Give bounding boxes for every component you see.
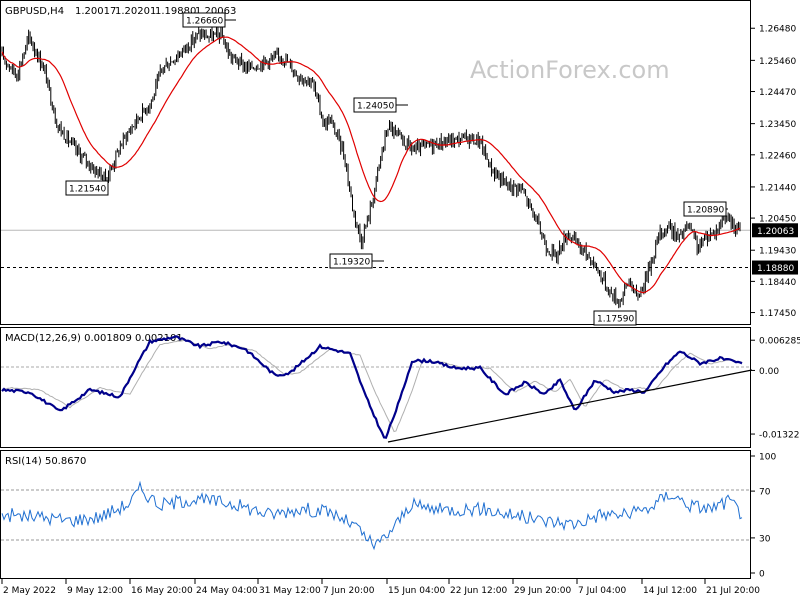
- watermark: ActionForex.com: [470, 56, 670, 84]
- rsi-tick-label: 100: [759, 453, 776, 463]
- annotation-box: [329, 253, 373, 269]
- moving-average-line: [1, 36, 741, 294]
- ohlc-low: 1.19880: [155, 6, 196, 17]
- ohlc-open: 1.20017: [75, 6, 116, 17]
- rsi-panel-title: RSI(14) 50.8670: [5, 456, 86, 467]
- price-tick-label: 1.26480: [759, 25, 796, 35]
- rsi-panel: [0, 450, 751, 579]
- current-price-tag: 1.20063: [757, 227, 794, 237]
- annotation-label: 1.20890: [687, 206, 724, 216]
- price-tick-label: 1.20450: [759, 215, 796, 225]
- annotation-label: 1.19320: [333, 258, 370, 268]
- price-panel: [0, 0, 751, 325]
- time-tick-label: 7 Jul 04:00: [578, 586, 627, 596]
- current-price-tag-box: [752, 223, 798, 238]
- rsi-tick-label: 0: [759, 570, 765, 580]
- price-tick-label: 1.21440: [759, 183, 796, 193]
- price-tags: 1.20063 1.18880: [752, 223, 798, 275]
- rsi-tick-label: 70: [759, 488, 771, 498]
- macd-tick-label: 0.006285: [759, 337, 800, 347]
- price-tick-label: 1.22460: [759, 151, 796, 161]
- macd-trendline: [387, 369, 753, 443]
- annotation-label: 1.26660: [186, 17, 223, 27]
- annotation-label: 1.17590: [597, 315, 634, 325]
- annotation-label: 1.21540: [69, 185, 106, 195]
- price-bars: [1, 23, 741, 309]
- price-tick-label: 1.17450: [759, 309, 796, 319]
- annotation-box: [65, 180, 109, 196]
- time-tick-label: 24 May 04:00: [196, 586, 258, 596]
- time-tick-label: 16 May 20:00: [131, 586, 193, 596]
- time-tick-label: 29 Jun 20:00: [514, 586, 571, 596]
- price-annotations: 1.26660 1.21540 1.24050 1.19320 1.20890 1.175…: [65, 12, 728, 326]
- price-panel-title: GBPUSD,H4: [5, 6, 64, 17]
- price-axis: 1.26480 1.25460 1.24470 1.23450 1.22460 1.214…: [750, 25, 796, 319]
- time-tick-label: 22 Jun 12:00: [450, 586, 507, 596]
- support-level-tag: 1.18880: [757, 264, 794, 274]
- annotation-box: [353, 97, 397, 113]
- annotation-box: [593, 310, 637, 326]
- price-tick-label: 1.24470: [759, 88, 796, 98]
- macd-axis: 0.006285 0.00 -0.013223: [750, 337, 800, 441]
- price-tick-label: 1.19430: [759, 247, 796, 257]
- support-level-tag-box: [752, 260, 798, 275]
- price-tick-label: 1.23450: [759, 120, 796, 130]
- price-tick-label: 1.25460: [759, 57, 796, 67]
- time-tick-label: 21 Jul 20:00: [706, 586, 760, 596]
- time-tick-label: 7 Jun 20:00: [323, 586, 375, 596]
- price-reference-lines: [1, 229, 750, 269]
- time-tick-label: 2 May 2022: [3, 586, 56, 596]
- macd-signal-line: [1, 339, 743, 433]
- annotation-box: [683, 201, 727, 217]
- rsi-tick-label: 30: [759, 534, 771, 544]
- macd-tick-label: 0.00: [759, 367, 779, 377]
- price-tick-label: 1.18440: [759, 278, 796, 288]
- ohlc-high: 1.20201: [115, 6, 156, 17]
- macd-line: [1, 335, 743, 439]
- time-tick-label: 31 May 12:00: [259, 586, 321, 596]
- annotation-box: [182, 12, 226, 28]
- annotation-label: 1.24050: [357, 102, 394, 112]
- rsi-axis: 100 70 30 0: [750, 453, 776, 580]
- time-tick-label: 14 Jul 12:00: [643, 586, 697, 596]
- time-tick-label: 15 Jun 04:00: [388, 586, 445, 596]
- time-axis: 2 May 2022 9 May 12:00 16 May 20:00 24 May …: [1, 579, 760, 596]
- time-tick-label: 9 May 12:00: [67, 586, 123, 596]
- rsi-line: [1, 480, 743, 551]
- macd-tick-label: -0.013223: [759, 431, 800, 441]
- ohlc-close: 1.20063: [195, 6, 236, 17]
- macd-panel-title: MACD(12,26,9) 0.001809 0.002101: [5, 333, 183, 344]
